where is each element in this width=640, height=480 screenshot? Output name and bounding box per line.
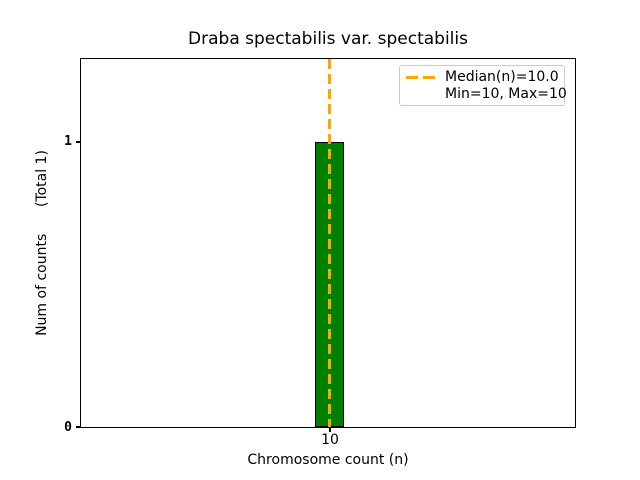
y-tick-label-1: 1 bbox=[64, 134, 72, 149]
x-tick-label-10: 10 bbox=[321, 432, 339, 448]
y-tick-mark-0 bbox=[76, 426, 80, 428]
x-tick-mark-10 bbox=[329, 428, 331, 432]
legend-spacer bbox=[406, 93, 435, 96]
y-tick-label-0: 0 bbox=[64, 420, 72, 435]
chart-title: Draba spectabilis var. spectabilis bbox=[188, 29, 468, 49]
y-tick-mark-1 bbox=[76, 141, 80, 143]
legend-entry-minmax: Min=10, Max=10 bbox=[406, 86, 567, 103]
plot-area: Median(n)=10.0 Min=10, Max=10 bbox=[80, 58, 576, 428]
legend-minmax-label: Min=10, Max=10 bbox=[445, 85, 567, 102]
legend: Median(n)=10.0 Min=10, Max=10 bbox=[399, 65, 567, 106]
legend-median-label: Median(n)=10.0 bbox=[445, 68, 559, 85]
dashed-line-icon bbox=[406, 75, 435, 79]
median-line bbox=[328, 59, 331, 427]
y-axis-label: Num of counts (Total 1) bbox=[34, 150, 50, 336]
x-axis-label: Chromosome count (n) bbox=[247, 452, 409, 468]
legend-entry-median: Median(n)=10.0 bbox=[406, 68, 559, 86]
